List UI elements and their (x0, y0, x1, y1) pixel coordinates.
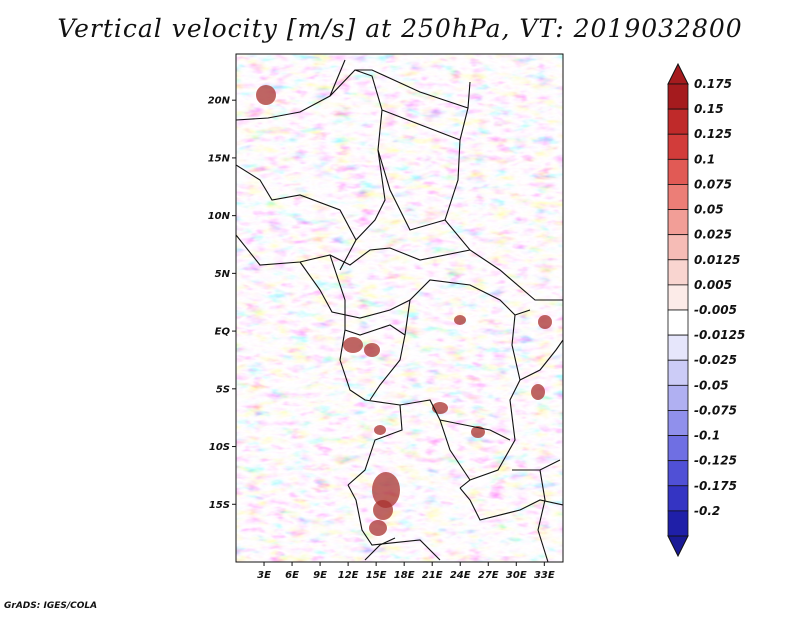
colorbar-swatch (667, 410, 689, 436)
lat-tick-label: 10N (208, 211, 231, 222)
border-line (444, 107, 563, 301)
grads-credit: GrADS: IGES/COLA (4, 601, 98, 611)
colorbar-swatch (667, 184, 689, 210)
colorbar-label: -0.175 (694, 479, 737, 493)
colorbar-swatch (667, 384, 689, 411)
map-panel: 20N 15N 10N 5N EQ 5S 10S 15S 3E 6E 9E 12E 15E 18E 21E… (208, 53, 564, 581)
updraft-patch (373, 500, 393, 520)
colorbar-top-arrow (667, 62, 689, 85)
colorbar-swatch (667, 158, 689, 185)
colorbar-label: 0.1 (694, 152, 715, 166)
border-line (404, 299, 411, 336)
colorbar-swatch (667, 334, 689, 361)
border-line (236, 234, 471, 266)
updraft-patch (471, 426, 485, 438)
lat-tick-label: EQ (215, 327, 231, 338)
lon-tick-label: 15E (366, 570, 387, 581)
border-line (347, 484, 441, 561)
colorbar-swatch (667, 485, 689, 512)
lat-tick-label: 15N (208, 153, 231, 164)
colorbar-label: -0.075 (694, 403, 737, 417)
updraft-patch (372, 472, 400, 508)
colorbar-swatch (667, 259, 689, 286)
updraft-patch (538, 315, 552, 329)
strong-updraft-patches (256, 85, 552, 536)
map-frame (235, 53, 564, 563)
longitude-axis: 3E 6E 9E 12E 15E 18E 21E 24E 27E 30E 33E (257, 562, 555, 581)
lon-tick-label: 24E (450, 570, 471, 581)
colorbar-label: 0.175 (694, 77, 732, 91)
colorbar-swatch (667, 359, 689, 386)
colorbar-label: 0.05 (694, 203, 724, 217)
colorbar-label: 0.15 (694, 102, 724, 116)
border-line (329, 254, 406, 401)
lat-tick-label: 10S (209, 442, 230, 453)
colorbar-label: 0.125 (694, 127, 732, 141)
colorbar-swatch (667, 209, 689, 236)
updraft-patch (364, 343, 380, 357)
colorbar-legend: 0.175 0.15 0.125 0.1 0.075 0.05 0.025 0.0125 0.0… (667, 62, 745, 558)
lon-tick-label: 3E (257, 570, 271, 581)
border-line (537, 469, 549, 562)
colorbar-label: -0.1 (694, 429, 720, 443)
border-line (347, 404, 403, 486)
border-line (236, 164, 357, 241)
colorbar-bottom-arrow (667, 535, 689, 558)
lon-tick-label: 21E (422, 570, 443, 581)
lon-tick-label: 30E (506, 570, 527, 581)
border-line (519, 339, 563, 381)
border-line (364, 537, 396, 561)
lon-tick-label: 18E (394, 570, 415, 581)
country-borders (236, 59, 563, 562)
colorbar-label: 0.025 (694, 228, 732, 242)
colorbar-label: -0.025 (694, 353, 737, 367)
updraft-patch (343, 337, 363, 353)
updraft-patch (374, 425, 386, 435)
border-line (439, 419, 511, 441)
updraft-patch (369, 520, 387, 536)
border-line (236, 69, 386, 271)
map-title: Vertical velocity [m/s] at 250hPa, VT: 2… (57, 14, 743, 43)
updraft-patch (256, 85, 276, 105)
lon-tick-label: 6E (285, 570, 299, 581)
colorbar-label: -0.125 (694, 454, 737, 468)
colorbar-label: -0.2 (694, 504, 720, 518)
lat-tick-label: 15S (209, 500, 230, 511)
colorbar-label: -0.0125 (694, 328, 745, 342)
colorbar-swatch (667, 284, 689, 311)
lat-tick-label: 5S (216, 384, 230, 395)
border-line (459, 314, 521, 489)
colorbar-label: 0.005 (694, 278, 732, 292)
colorbar-label: -0.05 (694, 378, 729, 392)
colorbar-swatch (667, 510, 689, 537)
latitude-axis: 20N 15N 10N 5N EQ 5S 10S 15S (208, 96, 236, 511)
lon-tick-label: 33E (534, 570, 555, 581)
colorbar-swatch (667, 435, 689, 462)
lon-tick-label: 12E (338, 570, 359, 581)
colorbar-label: 0.075 (694, 177, 732, 191)
lat-tick-label: 5N (215, 269, 231, 280)
border-line (355, 69, 471, 109)
colorbar-label: -0.005 (694, 303, 737, 317)
colorbar-swatch (667, 234, 689, 261)
colorbar-swatch (667, 83, 689, 110)
colorbar-label: 0.0125 (694, 253, 740, 267)
lon-tick-label: 9E (313, 570, 327, 581)
updraft-patch (531, 384, 545, 400)
colorbar-swatch (667, 309, 689, 336)
colorbar-swatch (667, 133, 689, 160)
lat-tick-label: 20N (208, 96, 231, 107)
colorbar-swatch (667, 460, 689, 487)
colorbar-swatch (667, 108, 689, 135)
updraft-patch (454, 315, 466, 325)
border-line (459, 487, 563, 521)
border-line (329, 59, 346, 97)
border-line (377, 149, 446, 231)
border-line (381, 109, 461, 141)
lon-tick-label: 27E (478, 570, 499, 581)
